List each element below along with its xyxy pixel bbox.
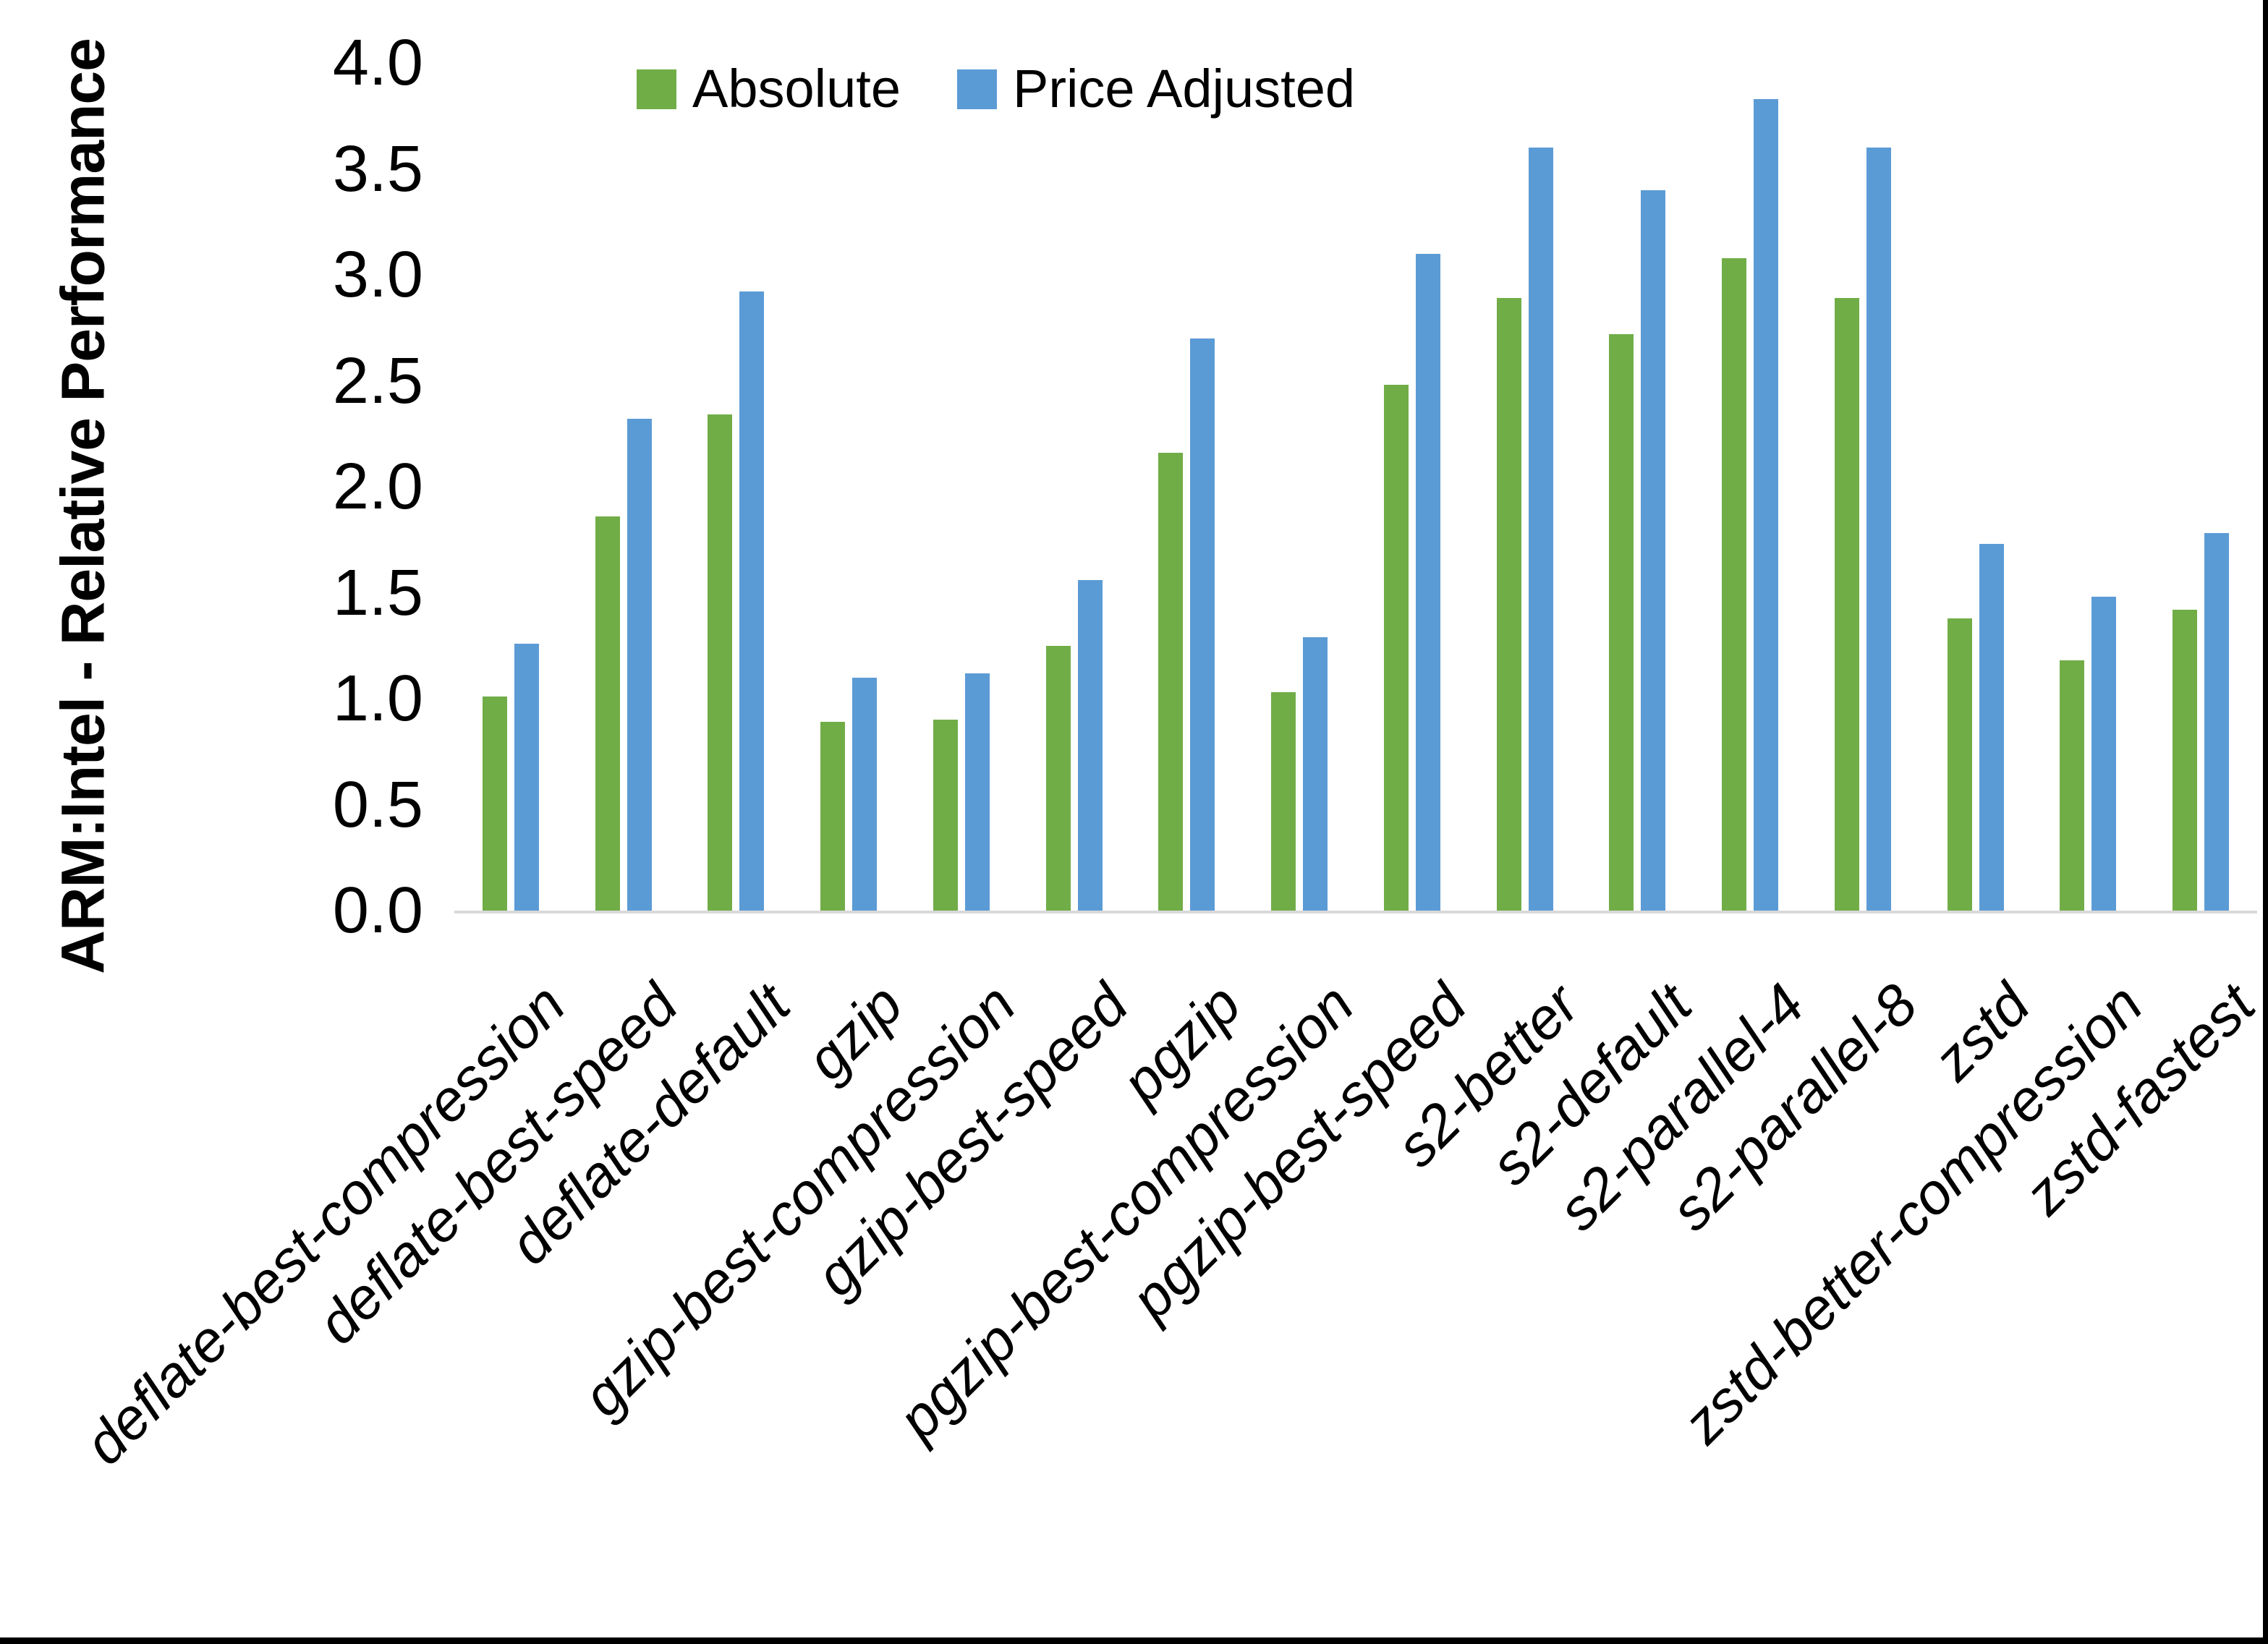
bar-group-gzip-best-speed <box>1018 63 1131 911</box>
y-tick-label: 0.0 <box>332 874 423 947</box>
bar-price-adjusted <box>1303 637 1328 911</box>
bar-absolute <box>1383 385 1409 911</box>
bar-absolute <box>2173 609 2198 911</box>
legend-swatch-absolute <box>637 69 676 109</box>
bar-group-zstd-better-compression <box>2032 63 2145 911</box>
y-tick-label: 3.5 <box>332 132 423 205</box>
bar-price-adjusted <box>627 419 652 911</box>
bar-group-pgzip-best-compression <box>1243 63 1356 911</box>
y-tick-label: 1.0 <box>332 663 423 735</box>
bar-price-adjusted <box>852 677 878 911</box>
bar-price-adjusted <box>964 673 990 911</box>
bar-price-adjusted <box>1077 579 1103 911</box>
bar-group-gzip-best-compression <box>905 63 1018 911</box>
y-tick-label: 0.5 <box>332 768 423 841</box>
bar-price-adjusted <box>1190 338 1215 911</box>
bar-absolute <box>2060 660 2085 911</box>
bar-group-gzip <box>792 63 905 911</box>
bar-group-s2-parallel-8 <box>1806 63 1919 911</box>
bar-price-adjusted <box>1641 189 1666 911</box>
legend-item-absolute: Absolute <box>637 62 901 116</box>
bar-price-adjusted <box>1415 253 1440 911</box>
bar-absolute <box>1158 453 1184 911</box>
y-tick-label: 1.5 <box>332 556 423 629</box>
bar-group-deflate-best-speed <box>567 63 680 911</box>
bar-group-zstd-fastest <box>2144 63 2257 911</box>
bar-price-adjusted <box>2204 533 2230 911</box>
bar-absolute <box>1834 298 1859 911</box>
x-axis-label-deflate-best-compression: deflate-best-compression <box>72 971 577 1477</box>
bar-absolute <box>933 720 958 911</box>
bar-absolute <box>1496 298 1521 911</box>
bar-group-s2-better <box>1469 63 1581 911</box>
legend-swatch-price-adjusted <box>956 69 997 109</box>
bar-absolute <box>820 722 846 911</box>
y-tick-label: 4.0 <box>332 27 423 99</box>
bar-price-adjusted <box>1979 544 2004 911</box>
bar-group-deflate-default <box>680 63 793 911</box>
bar-absolute <box>1722 257 1747 911</box>
bar-absolute <box>1609 334 1634 911</box>
legend-label-absolute: Absolute <box>692 59 901 119</box>
bar-price-adjusted <box>514 643 539 911</box>
bar-absolute <box>1045 645 1071 911</box>
legend-label-price-adjusted: Price Adjusted <box>1012 59 1356 119</box>
bar-absolute <box>1947 618 1972 911</box>
legend-item-price-adjusted: Price Adjusted <box>956 59 1356 119</box>
bar-price-adjusted <box>1754 98 1779 911</box>
bar-absolute <box>482 697 507 911</box>
y-tick-label: 2.5 <box>332 344 423 417</box>
bar-absolute <box>1271 692 1296 911</box>
bar-group-pgzip <box>1131 63 1244 911</box>
bar-group-s2-parallel-4 <box>1694 63 1806 911</box>
bar-group-deflate-best-compression <box>454 63 567 911</box>
y-tick-label: 3.0 <box>332 239 423 311</box>
bar-absolute <box>708 414 733 911</box>
bar-price-adjusted <box>739 291 765 911</box>
bar-price-adjusted <box>2091 597 2117 911</box>
y-tick-label: 2.0 <box>332 451 423 523</box>
y-axis-title: ARM:Intel - Relative Performance <box>48 38 117 974</box>
bar-price-adjusted <box>1866 148 1891 911</box>
bar-absolute <box>595 516 620 911</box>
legend: Absolute Price Adjusted <box>637 62 1355 116</box>
plot-area <box>454 63 2257 913</box>
bar-group-s2-default <box>1581 63 1694 911</box>
bar-group-zstd <box>1919 63 2032 911</box>
bar-price-adjusted <box>1528 148 1553 911</box>
bar-group-pgzip-best-speed <box>1356 63 1469 911</box>
